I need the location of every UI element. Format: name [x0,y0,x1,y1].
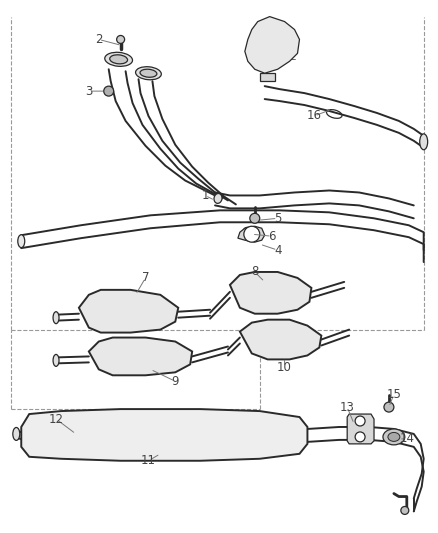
Text: 5: 5 [274,212,281,225]
Polygon shape [238,226,265,242]
Text: 13: 13 [340,401,355,414]
Ellipse shape [214,193,222,204]
Text: 7: 7 [142,271,149,285]
Text: 11: 11 [141,454,156,467]
Text: 10: 10 [277,361,292,374]
Polygon shape [245,17,300,73]
Ellipse shape [18,235,25,248]
Circle shape [104,86,114,96]
Ellipse shape [53,354,59,366]
Circle shape [243,227,253,237]
Text: 8: 8 [251,265,258,278]
Polygon shape [230,272,311,314]
Ellipse shape [110,55,127,64]
Ellipse shape [383,429,405,445]
Text: 4: 4 [274,244,281,256]
Text: 6: 6 [268,230,276,243]
Polygon shape [21,409,307,461]
Circle shape [401,506,409,514]
Ellipse shape [13,427,20,440]
Polygon shape [260,73,275,81]
Ellipse shape [140,69,157,77]
Text: 16: 16 [307,109,322,123]
Ellipse shape [388,432,400,441]
Ellipse shape [105,52,133,66]
Ellipse shape [53,312,59,324]
Text: 2: 2 [95,33,102,46]
Circle shape [117,36,124,43]
Circle shape [384,402,394,412]
Polygon shape [89,337,192,375]
Ellipse shape [420,134,427,150]
Text: 3: 3 [85,85,92,98]
Circle shape [355,432,365,442]
Text: 15: 15 [386,387,401,401]
Circle shape [355,416,365,426]
Polygon shape [240,320,321,359]
Circle shape [244,226,260,242]
Text: 9: 9 [172,375,179,388]
Polygon shape [347,414,374,444]
Circle shape [250,213,260,223]
Polygon shape [79,290,178,333]
Text: 14: 14 [399,432,414,446]
Text: 12: 12 [49,413,64,425]
Ellipse shape [136,67,161,80]
Text: 1: 1 [201,189,209,202]
